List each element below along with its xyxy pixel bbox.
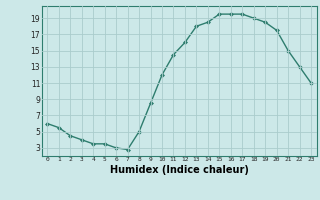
X-axis label: Humidex (Indice chaleur): Humidex (Indice chaleur) <box>110 165 249 175</box>
